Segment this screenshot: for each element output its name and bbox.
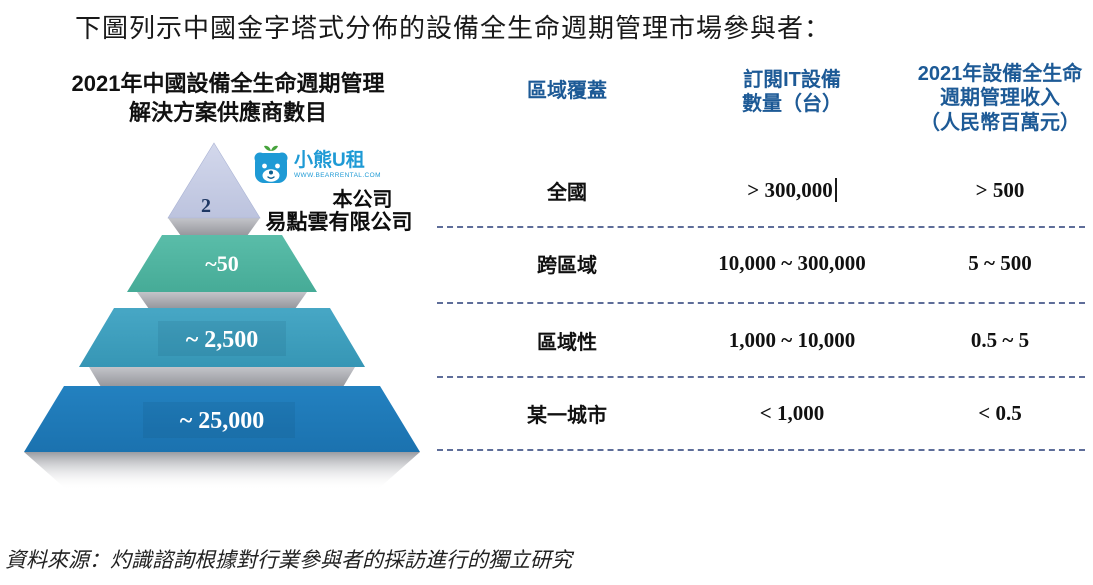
- pyramid-tier-4: [24, 386, 420, 452]
- company-caption-line2: 易點雲有限公司: [265, 211, 413, 234]
- table-row: 某一城市 < 1,000 < 0.5: [437, 388, 1087, 438]
- source-note: 資料來源：灼識諮詢根據對行業參與者的採訪進行的獨立研究: [5, 548, 572, 572]
- devices-value: < 1,000: [759, 400, 825, 425]
- tier4-label-backdrop: [143, 402, 295, 438]
- row-separator: [437, 226, 1085, 228]
- row-separator: [437, 376, 1085, 378]
- row-separator: [437, 449, 1085, 451]
- market-table: 區域覆蓋 訂閱IT設備 數量（台） 2021年設備全生命 週期管理收入 （人民幣…: [437, 0, 1087, 520]
- devices-value: 10,000 ~ 300,000: [718, 250, 866, 275]
- column-header-region: 區域覆蓋: [527, 80, 607, 102]
- region-cell: 區域性: [537, 331, 597, 354]
- devices-value: > 300,000: [747, 177, 833, 202]
- pyramid-reflection: [24, 452, 420, 490]
- page-title: 下圖列示中國金字塔式分佈的設備全生命週期管理市場參與者：: [75, 14, 832, 43]
- region-cell: 全國: [547, 181, 587, 204]
- revenue-value: > 500: [975, 177, 1025, 202]
- region-cell: 跨區域: [537, 254, 597, 277]
- pyramid-title-line1: 2021年中國設備全生命週期管理: [71, 71, 385, 96]
- column-header-revenue: 2021年設備全生命 週期管理收入 （人民幣百萬元）: [917, 63, 1083, 134]
- devices-cell: > 300,000: [682, 165, 902, 215]
- revenue-cell: < 0.5: [905, 388, 1093, 438]
- table-row: 全國 > 300,000 > 500: [437, 165, 1087, 215]
- company-logo-block: 小熊U租 WWW.BEARRENTAL.COM 本公司 易點雲有限公司: [250, 143, 428, 235]
- tier2-base-shadow: [137, 292, 307, 309]
- text-cursor: [834, 178, 837, 202]
- devices-cell: 1,000 ~ 10,000: [682, 315, 902, 365]
- pyramid-chart: 2 ~50 ~ 2,500 ~ 25,000: [24, 142, 420, 490]
- table-row: 區域性 1,000 ~ 10,000 0.5 ~ 5: [437, 315, 1087, 365]
- revenue-cell: 5 ~ 500: [905, 238, 1093, 288]
- tier1-label: 2: [201, 195, 211, 217]
- brand-url: WWW.BEARRENTAL.COM: [294, 172, 381, 179]
- revenue-value: < 0.5: [978, 400, 1022, 425]
- tier4-label: ~ 25,000: [180, 408, 264, 434]
- column-header-devices: 訂閱IT設備 數量（台）: [742, 69, 842, 116]
- pyramid-tier-3: [79, 308, 365, 367]
- brand-name: 小熊U租: [294, 150, 365, 171]
- devices-value: 1,000 ~ 10,000: [728, 327, 856, 352]
- tier2-label: ~50: [205, 251, 238, 276]
- pyramid-title-line2: 解決方案供應商數目: [128, 99, 327, 125]
- devices-cell: 10,000 ~ 300,000: [682, 238, 902, 288]
- table-row: 跨區域 10,000 ~ 300,000 5 ~ 500: [437, 238, 1087, 288]
- pyramid-tier-2: [127, 235, 317, 292]
- tier3-label-backdrop: [158, 321, 286, 356]
- pyramid-tier-1: [167, 142, 261, 219]
- bear-logo-icon: [254, 145, 288, 183]
- tier1-base-shadow: [168, 218, 260, 236]
- revenue-cell: 0.5 ~ 5: [905, 315, 1093, 365]
- devices-cell: < 1,000: [682, 388, 902, 438]
- company-caption-line1: 本公司: [332, 189, 393, 211]
- region-cell: 某一城市: [527, 404, 607, 427]
- revenue-value: 5 ~ 500: [968, 250, 1032, 275]
- pyramid-title: 2021年中國設備全生命週期管理 解決方案供應商數目: [28, 70, 428, 127]
- revenue-cell: > 500: [905, 165, 1093, 215]
- tier3-base-shadow: [89, 367, 355, 387]
- tier3-label: ~ 2,500: [186, 327, 258, 353]
- row-separator: [437, 302, 1085, 304]
- revenue-value: 0.5 ~ 5: [970, 327, 1030, 352]
